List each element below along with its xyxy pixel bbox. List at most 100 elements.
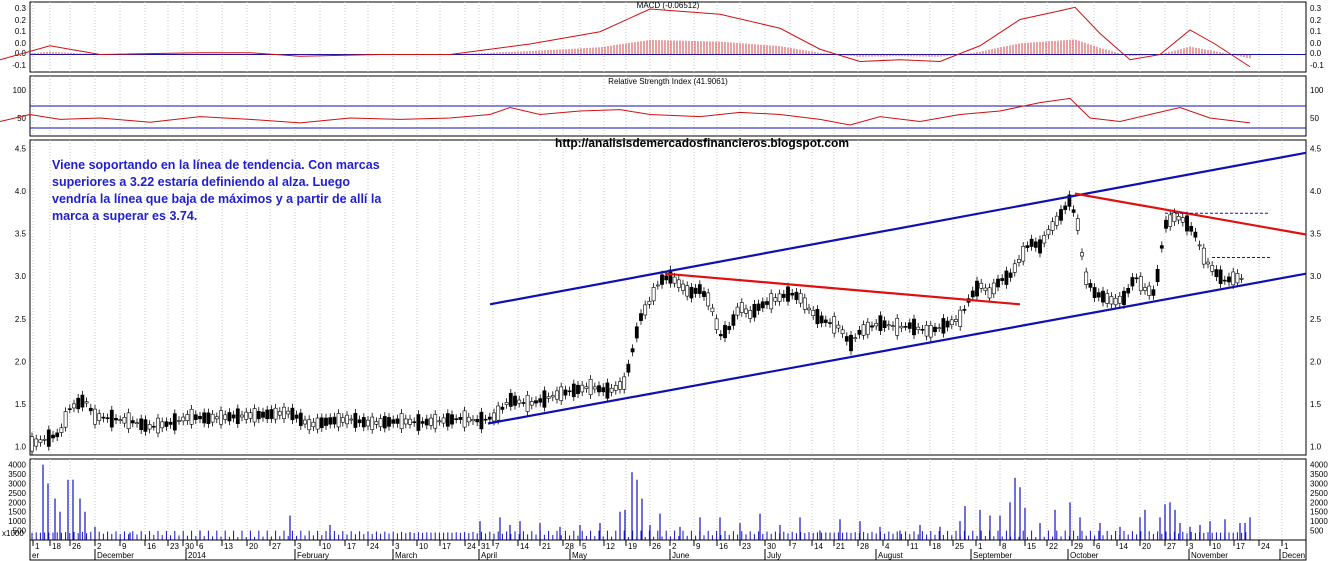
candle-body — [206, 412, 211, 424]
x-day-label: 7 — [495, 542, 500, 551]
candle-body — [886, 324, 891, 327]
x-day-label: 19 — [628, 542, 637, 551]
candle-body — [244, 411, 249, 420]
x-day-label: 2 — [672, 542, 677, 551]
x-day-label: 8 — [1002, 542, 1007, 551]
candle-body — [290, 407, 295, 421]
candle-body — [80, 394, 85, 408]
candle-body — [126, 412, 131, 429]
candle-body — [353, 412, 358, 428]
candle-body — [987, 287, 992, 299]
candle-body — [227, 412, 232, 422]
trendline-blue-1 — [487, 272, 1307, 425]
candle-body — [59, 427, 64, 433]
candle-body — [1101, 290, 1105, 303]
candle-body — [693, 287, 698, 294]
candle-body — [445, 413, 450, 427]
candle-body — [198, 415, 202, 420]
candle-body — [1105, 293, 1110, 304]
volume-tick-left: 1500 — [8, 508, 26, 517]
candle-body — [122, 417, 127, 424]
candle-body — [30, 436, 34, 452]
rsi-title: Relative Strength Index (41.9061) — [608, 77, 728, 86]
candle-body — [1008, 272, 1013, 278]
macd-tick-right: 0.0 — [1310, 39, 1322, 48]
candle-body — [1197, 244, 1202, 247]
candle-body — [622, 376, 627, 390]
candle-body — [1067, 194, 1072, 207]
candle-body — [63, 411, 68, 428]
macd-tick-right: -0.1 — [1310, 61, 1324, 70]
candle-body — [865, 321, 870, 335]
candle-body — [970, 290, 975, 298]
candle-body — [550, 395, 555, 398]
candle-body — [744, 308, 748, 314]
x-month-label: Decen — [1282, 551, 1305, 560]
x-day-label: 10 — [1212, 542, 1221, 551]
candle-body — [332, 416, 337, 425]
candle-body — [160, 421, 165, 429]
candle-body — [172, 413, 177, 431]
candle-body — [576, 384, 580, 395]
candle-body — [597, 385, 601, 393]
price-tick-right: 3.0 — [1310, 272, 1322, 281]
candle-body — [1004, 270, 1009, 285]
x-day-label: 16 — [147, 542, 156, 551]
x-month-label: 2014 — [188, 551, 206, 560]
candle-body — [466, 416, 471, 423]
candle-body — [878, 315, 883, 331]
candle-body — [378, 418, 383, 428]
candle-body — [240, 414, 244, 418]
x-day-label: 3 — [1189, 542, 1194, 551]
candle-body — [807, 307, 811, 311]
price-tick-right: 4.5 — [1310, 145, 1322, 154]
price-tick-right: 2.5 — [1310, 315, 1322, 324]
macd-tick-left: -0.1 — [12, 61, 26, 70]
candle-body — [836, 324, 841, 329]
volume-tick-left: 4000 — [8, 461, 26, 470]
rsi-tick-right: 50 — [1310, 114, 1319, 123]
x-day-label: 3 — [395, 542, 400, 551]
x-month-label: December — [97, 551, 134, 560]
candle-body — [433, 414, 438, 429]
candle-body — [1033, 241, 1038, 248]
candle-body — [1054, 215, 1059, 226]
candle-body — [874, 323, 879, 327]
candle-body — [114, 418, 118, 421]
x-day-label: 20 — [1142, 542, 1151, 551]
x-month-label: September — [973, 551, 1012, 560]
candle-body — [1239, 277, 1244, 280]
x-day-label: 1 — [978, 542, 983, 551]
candle-body — [588, 379, 593, 396]
candle-body — [357, 419, 362, 424]
volume-unit-label: x1000 — [2, 529, 24, 538]
candle-body — [1092, 287, 1097, 298]
candle-body — [424, 418, 429, 426]
candle-body — [248, 412, 253, 419]
price-tick-left: 3.5 — [15, 230, 27, 239]
candle-body — [328, 417, 333, 425]
candle-body — [1185, 215, 1189, 232]
candle-body — [979, 282, 984, 289]
candle-body — [920, 328, 925, 331]
rsi-tick-left: 50 — [17, 114, 26, 123]
candle-body — [706, 292, 711, 307]
blog-url[interactable]: http://analisisdemercadosfinancieros.blo… — [555, 136, 850, 150]
macd-panel — [29, 1, 1307, 73]
x-day-label: 7 — [792, 542, 797, 551]
candle-body — [1134, 277, 1139, 280]
candle-body — [735, 306, 740, 316]
candle-body — [118, 419, 123, 421]
candle-body — [185, 414, 190, 421]
candle-body — [387, 417, 391, 427]
x-month-label: October — [1070, 551, 1099, 560]
candle-body — [903, 326, 908, 328]
candle-body — [790, 292, 795, 296]
x-day-label: 14 — [814, 542, 823, 551]
candle-body — [1071, 209, 1076, 213]
candle-body — [101, 416, 106, 419]
candle-body — [786, 286, 790, 302]
candle-body — [429, 417, 433, 426]
x-day-label: 30 — [767, 542, 776, 551]
candle-body — [319, 417, 324, 428]
